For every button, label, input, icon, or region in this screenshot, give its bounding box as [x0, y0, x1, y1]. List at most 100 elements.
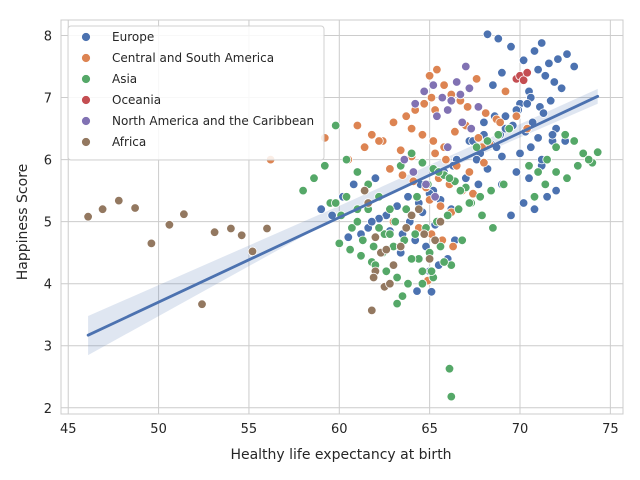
data-point: [546, 95, 556, 106]
data-point: [578, 148, 588, 159]
data-point: [455, 89, 466, 100]
data-point: [381, 244, 392, 255]
data-point: [538, 108, 549, 118]
legend-box: [67, 25, 325, 161]
data-point: [506, 210, 516, 221]
y-tick-label: 7: [44, 92, 52, 107]
data-point: [426, 92, 437, 103]
data-point: [526, 142, 536, 152]
data-point: [432, 64, 442, 75]
y-tick-label: 5: [44, 216, 52, 231]
legend-label: Oceania: [112, 93, 161, 107]
data-point: [448, 241, 458, 252]
data-point: [529, 204, 540, 214]
data-point: [114, 195, 124, 206]
data-point: [524, 173, 534, 183]
data-point: [562, 173, 572, 183]
data-point: [343, 232, 354, 242]
data-point: [396, 145, 406, 156]
data-point: [540, 179, 551, 190]
data-point: [426, 287, 437, 297]
data-point: [97, 204, 108, 214]
data-point: [515, 148, 525, 159]
y-tick-label: 3: [44, 340, 52, 355]
data-point: [518, 198, 529, 208]
data-point: [506, 42, 516, 52]
data-point: [130, 203, 140, 213]
x-tick-label: 45: [60, 422, 77, 437]
legend-marker: [81, 95, 91, 105]
data-point: [417, 266, 428, 277]
x-axis-label: Healthy life expectancy at birth: [230, 447, 451, 463]
data-point: [593, 147, 603, 157]
y-tick-label: 8: [44, 30, 52, 45]
data-point: [573, 161, 583, 171]
data-point: [397, 170, 408, 180]
data-point: [236, 230, 247, 241]
data-point: [461, 61, 471, 72]
data-point: [518, 55, 529, 66]
data-point: [403, 279, 413, 289]
y-tick-label: 6: [44, 154, 52, 169]
data-point: [435, 216, 446, 227]
data-point: [549, 77, 560, 87]
data-point: [426, 266, 437, 277]
data-point: [511, 111, 522, 121]
data-point: [529, 192, 540, 202]
data-point: [493, 33, 504, 44]
data-point: [417, 130, 428, 140]
data-point: [385, 204, 395, 214]
y-tick-label: 2: [44, 402, 52, 417]
data-point: [562, 49, 572, 59]
data-point: [477, 210, 487, 221]
data-point: [473, 179, 484, 190]
data-point: [397, 291, 408, 301]
data-point: [432, 111, 442, 121]
data-point: [584, 154, 594, 165]
data-point: [450, 126, 460, 137]
data-point: [412, 192, 422, 202]
data-point: [406, 210, 417, 221]
data-point: [419, 99, 429, 109]
data-point: [524, 161, 534, 171]
data-point: [529, 46, 540, 56]
data-point: [475, 192, 485, 202]
legend-marker: [81, 116, 91, 126]
data-point: [370, 173, 381, 183]
data-point: [320, 161, 330, 171]
data-point: [444, 173, 455, 183]
data-point: [424, 254, 435, 264]
data-point: [504, 123, 514, 134]
data-point: [495, 117, 505, 128]
data-point: [374, 136, 384, 146]
data-point: [464, 198, 475, 208]
data-point: [464, 167, 475, 177]
data-point: [341, 192, 352, 202]
data-point: [435, 201, 446, 211]
data-point: [444, 364, 455, 374]
x-tick-label: 70: [512, 422, 529, 437]
data-point: [533, 133, 543, 143]
data-point: [316, 204, 326, 214]
data-point: [457, 235, 467, 246]
data-point: [499, 179, 509, 190]
data-point: [406, 148, 417, 159]
data-point: [542, 154, 552, 165]
data-point: [493, 130, 504, 140]
data-point: [441, 154, 451, 165]
data-point: [247, 246, 258, 257]
data-point: [388, 117, 399, 128]
data-point: [345, 244, 355, 255]
data-point: [466, 123, 476, 134]
data-point: [401, 111, 411, 121]
data-point: [424, 71, 435, 81]
data-point: [522, 67, 532, 78]
data-point: [374, 223, 384, 233]
data-point: [537, 38, 547, 48]
data-point: [439, 257, 449, 267]
data-point: [542, 192, 552, 202]
data-point: [421, 179, 431, 190]
data-point: [452, 77, 462, 87]
data-point: [356, 251, 366, 261]
data-point: [349, 179, 359, 190]
